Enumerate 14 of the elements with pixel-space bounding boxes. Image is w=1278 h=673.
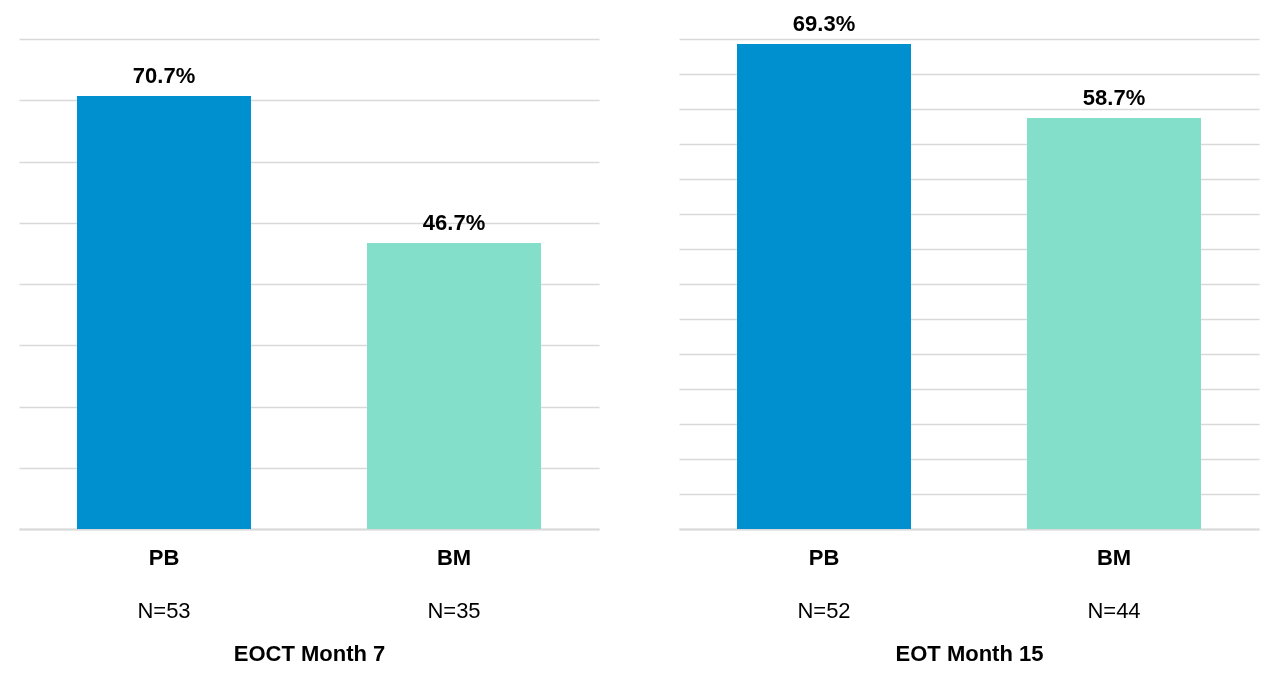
text: N=52 — [797, 598, 851, 623]
x-axis-title: EOT Month 15 — [895, 640, 1044, 666]
data-label: 69.3% — [792, 10, 856, 36]
x-axis-title: EOCT Month 7 — [233, 640, 386, 666]
x-tick-label: PB — [148, 544, 180, 570]
text: N=53 — [137, 598, 191, 623]
data-label: 58.7% — [1082, 85, 1146, 111]
text: N=35 — [427, 598, 481, 623]
x-tick-label: BM — [1096, 544, 1132, 570]
text: N=44 — [1087, 598, 1141, 623]
data-label: 46.7% — [422, 209, 486, 235]
x-tick-label: PB — [808, 544, 840, 570]
x-tick-label: BM — [436, 544, 472, 570]
data-label: 70.7% — [132, 62, 196, 88]
